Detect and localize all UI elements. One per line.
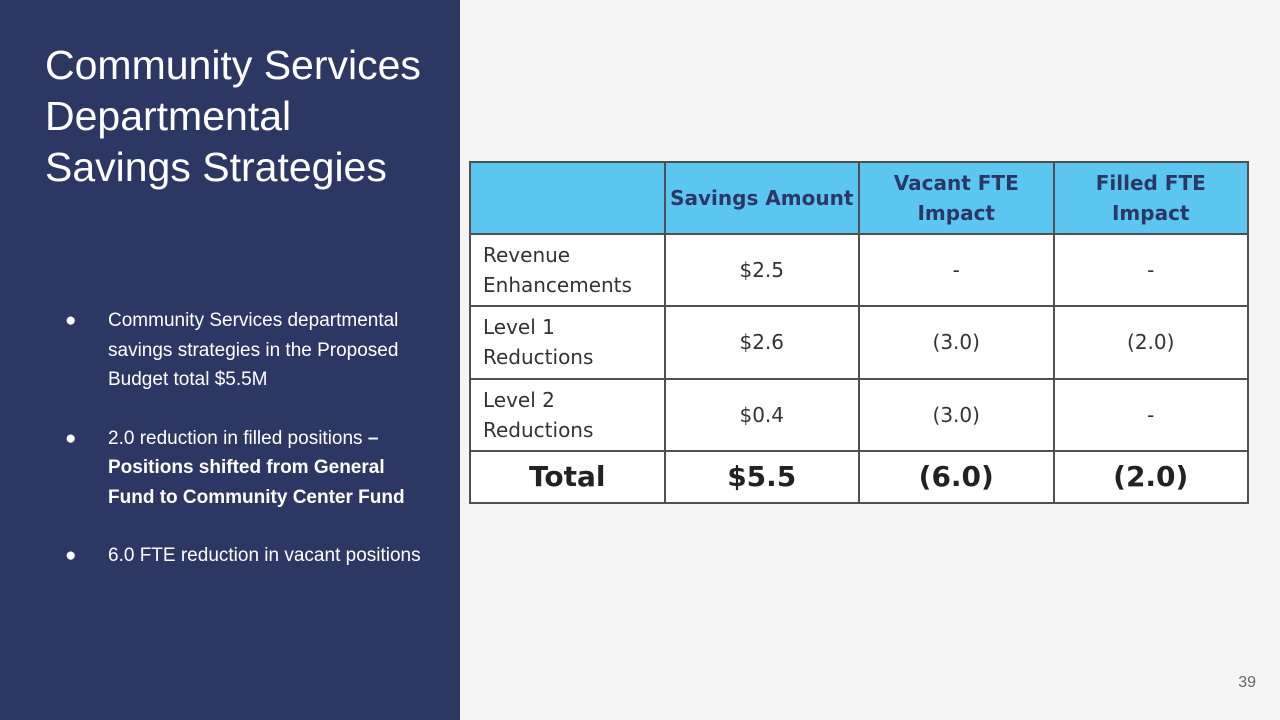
bullet-dot-icon: ● [65,427,77,449]
table-row: Level 2 Reductions $0.4 (3.0) - [469,377,1249,452]
filled-fte-cell: (2.0) [1052,305,1249,380]
savings-cell: $0.4 [663,377,860,452]
vacant-fte-cell: - [858,232,1055,308]
savings-table: Savings Amount Vacant FTE Impact Filled … [469,161,1249,505]
bullet-dot-icon: ● [65,310,77,331]
savings-cell: $2.6 [663,305,860,380]
left-panel: Community Services Departmental Savings … [0,0,460,720]
header-vacant-fte: Vacant FTE Impact [858,161,1055,235]
page-number: 39 [1238,674,1256,691]
row-label: Level 2 Reductions [469,377,666,452]
filled-fte-cell: - [1052,377,1249,452]
savings-cell: $2.5 [663,232,860,308]
total-filled-fte-cell: (2.0) [1052,449,1249,505]
filled-fte-cell: - [1052,232,1249,308]
table-row: Level 1 Reductions $2.6 (3.0) (2.0) [469,305,1249,380]
vacant-fte-cell: (3.0) [858,305,1055,380]
total-row: Total $5.5 (6.0) (2.0) [469,449,1249,505]
bullet-item: ● 2.0 reduction in filled positions – Po… [62,424,422,513]
bullet-list: ● Community Services departmental saving… [62,306,422,600]
bullet-item: ● Community Services departmental saving… [62,306,422,395]
bullet-text: 2.0 reduction in filled positions [108,427,368,449]
header-cell-blank [469,161,666,235]
header-filled-fte: Filled FTE Impact [1052,161,1249,235]
table-header-row: Savings Amount Vacant FTE Impact Filled … [469,161,1249,235]
bullet-bold-text: – Positions shifted from General Fund to… [108,427,405,508]
row-label: Level 1 Reductions [469,305,666,380]
slide-title: Community Services Departmental Savings … [45,42,421,190]
total-label: Total [469,449,666,505]
header-savings-amount: Savings Amount [663,161,860,235]
vacant-fte-cell: (3.0) [858,377,1055,452]
row-label: Revenue Enhancements [469,232,666,308]
bullet-text: 6.0 FTE reduction in vacant positions [108,545,421,566]
bullet-text: Community Services departmental savings … [108,310,399,390]
bullet-item: ● 6.0 FTE reduction in vacant positions [62,541,422,571]
total-vacant-fte-cell: (6.0) [858,449,1055,505]
bullet-dot-icon: ● [65,545,77,566]
total-savings-cell: $5.5 [663,449,860,505]
table-row: Revenue Enhancements $2.5 - - [469,232,1249,308]
